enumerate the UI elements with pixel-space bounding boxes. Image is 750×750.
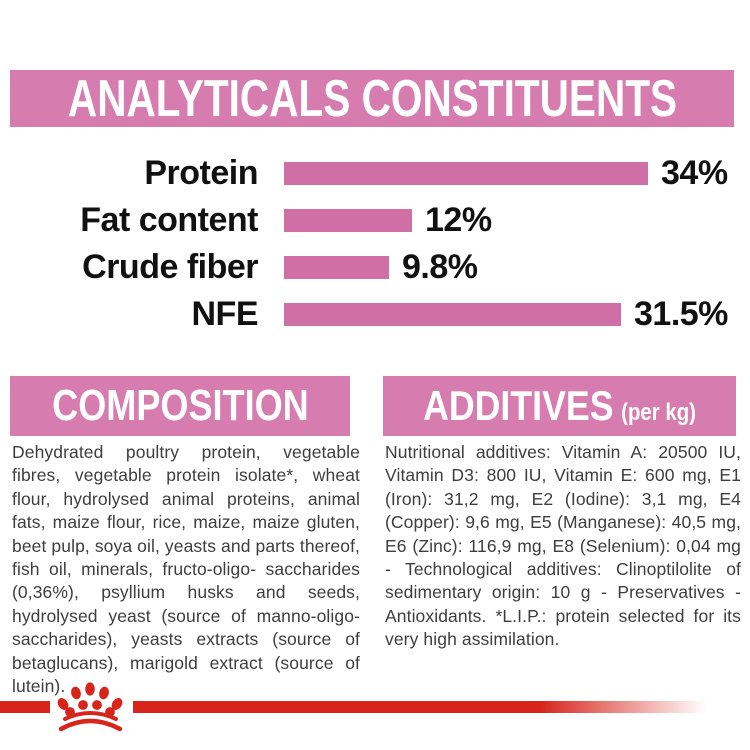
analyticals-header-banner: ANALYTICALS CONSTITUENTS <box>10 69 734 128</box>
chart-category-label: Protein <box>144 154 258 192</box>
analyticals-header-title: ANALYTICALS CONSTITUENTS <box>67 69 677 128</box>
analyticals-chart: Protein 34% Fat content 12% Crude fiber 9.8% N… <box>0 150 750 338</box>
chart-value-label: 12% <box>425 201 492 239</box>
chart-value-label: 34% <box>661 154 728 192</box>
chart-category-label: NFE <box>191 295 259 333</box>
chart-row: Crude fiber 9.8% <box>0 244 750 291</box>
chart-value-label: 31.5% <box>634 295 728 333</box>
additives-body: Nutritional additives: Vitamin A: 20500 … <box>385 442 741 650</box>
additives-title-group: ADDITIVES (per kg) <box>423 382 696 430</box>
chart-bar <box>284 256 389 279</box>
composition-banner: COMPOSITION <box>10 376 350 436</box>
chart-row: NFE 31.5% <box>0 291 750 338</box>
chart-bar <box>284 303 621 326</box>
chart-category-label: Fat content <box>80 201 258 239</box>
chart-row: Protein 34% <box>0 150 750 197</box>
chart-category-label: Crude fiber <box>82 248 258 286</box>
composition-body: Dehydrated poultry protein, vegetable fi… <box>12 442 361 697</box>
additives-banner: ADDITIVES (per kg) <box>383 376 736 436</box>
chart-value-label: 9.8% <box>402 248 478 286</box>
chart-bar <box>284 162 648 185</box>
additives-title: ADDITIVES <box>423 382 614 429</box>
chart-row: Fat content 12% <box>0 197 750 244</box>
footer-red-rule-left <box>0 701 50 713</box>
additives-title-suffix: (per kg) <box>621 399 696 426</box>
footer-red-rule-right <box>133 701 750 713</box>
chart-bar <box>284 209 412 232</box>
composition-title: COMPOSITION <box>51 381 309 430</box>
royal-canin-crown-logo <box>57 682 123 732</box>
